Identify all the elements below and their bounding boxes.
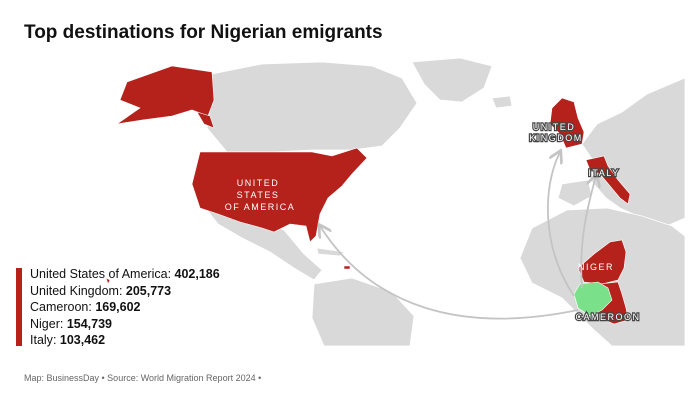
arrow-to-uk: [547, 152, 575, 297]
legend-value: 402,186: [174, 267, 220, 281]
uk-label: UNITED KINGDOM: [529, 122, 583, 143]
legend-value: 103,462: [59, 333, 106, 347]
legend-country: Niger: [30, 316, 60, 331]
legend-country: Cameroon: [30, 300, 89, 314]
usa-label-line-2: STATES: [237, 190, 280, 200]
italy-label: ITALY: [588, 168, 619, 178]
legend-list: United States of America: 402,186 United…: [30, 266, 270, 349]
usa-label-line-3: OF AMERICA: [225, 202, 296, 212]
nigeria: [573, 281, 613, 317]
hawaii: [105, 277, 111, 285]
legend-value: 205,773: [125, 283, 172, 298]
south-america: [311, 277, 415, 346]
alaska-panhandle: [196, 111, 215, 129]
legend-country: United Kingdom: [30, 283, 119, 298]
source-credit: Map: BusinessDay • Source: World Migrati…: [24, 373, 262, 383]
world-map: UNITED STATES OF AMERICA UNITED KINGDOM …: [105, 58, 685, 346]
land-masses: [206, 58, 685, 346]
arrow-to-italy: [580, 176, 596, 289]
uk-label-line-1: UNITED: [533, 122, 576, 132]
country-labels: UNITED STATES OF AMERICA UNITED KINGDOM …: [225, 121, 640, 323]
legend-country: Italy: [30, 333, 53, 347]
cuba: [316, 247, 345, 257]
arrow-to-usa: [320, 226, 579, 320]
usa-label-line-1: UNITED: [237, 178, 280, 188]
iceland: [491, 95, 513, 109]
eurasia: [581, 77, 685, 229]
map-title: Top destinations for Nigerian emigrants: [24, 22, 383, 43]
puerto-rico: [343, 265, 351, 270]
legend-item: United Kingdom: 205,773: [30, 283, 172, 298]
cameroon-label: CAMEROON: [575, 312, 640, 322]
usa: [191, 147, 368, 243]
greenland: [411, 58, 493, 103]
legend-value: 154,739: [66, 316, 113, 331]
migration-arrows: [320, 152, 596, 320]
legend-value: 169,602: [95, 300, 141, 314]
legend-item: Cameroon: 169,602: [30, 300, 141, 314]
legend-item: United States of America: 402,186: [30, 267, 220, 281]
iberia: [557, 179, 593, 207]
niger-label: NIGER: [578, 262, 614, 272]
legend-country: United States of America: [30, 267, 168, 281]
usa-label: UNITED STATES OF AMERICA: [225, 178, 296, 212]
canada: [206, 61, 418, 153]
legend-item: Italy: 103,462: [30, 333, 106, 347]
uk-label-line-2: KINGDOM: [529, 133, 583, 143]
alaska: [116, 65, 215, 125]
legend-item: Niger: 154,739: [30, 316, 113, 331]
united-kingdom: [549, 97, 585, 149]
legend-color-bar: [16, 268, 22, 346]
